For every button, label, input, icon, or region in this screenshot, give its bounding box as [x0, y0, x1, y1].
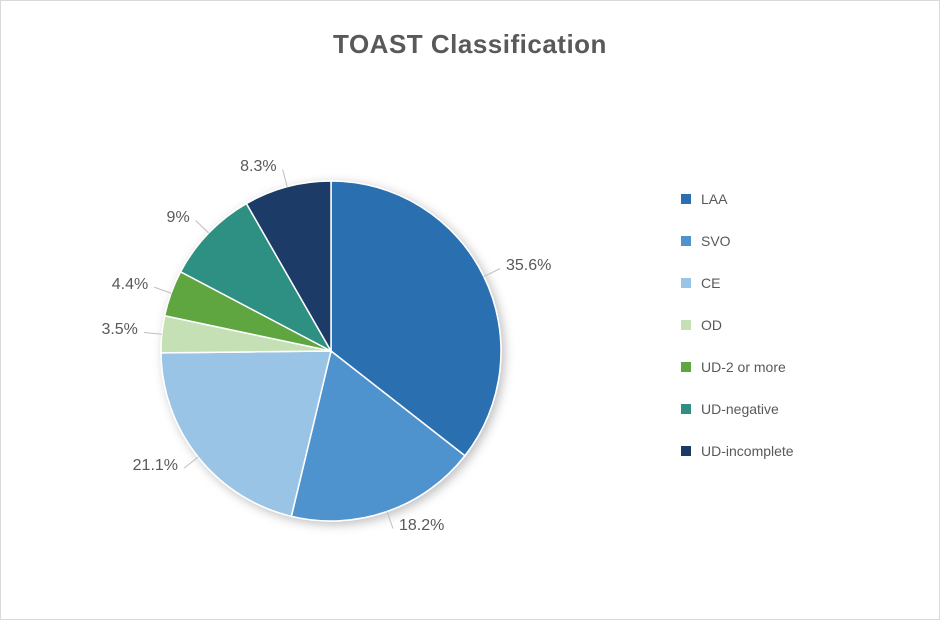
legend-label: UD-negative [701, 401, 779, 417]
legend-label: UD-incomplete [701, 443, 794, 459]
leader-line [484, 269, 500, 277]
legend-label: CE [701, 275, 720, 291]
legend-label: SVO [701, 233, 731, 249]
legend-label: UD-2 or more [701, 359, 786, 375]
legend-item: UD-incomplete [681, 443, 794, 459]
leader-line [144, 332, 162, 334]
slice-label: 9% [167, 209, 190, 227]
legend-swatch [681, 236, 691, 246]
leader-line [283, 169, 288, 186]
slice-label: 8.3% [240, 158, 276, 176]
legend-label: LAA [701, 191, 727, 207]
leader-line [387, 512, 393, 529]
legend-label: OD [701, 317, 722, 333]
slice-label: 3.5% [101, 321, 137, 339]
leader-line [196, 220, 209, 232]
legend-swatch [681, 278, 691, 288]
legend-swatch [681, 446, 691, 456]
legend-item: LAA [681, 191, 794, 207]
slice-label: 35.6% [506, 257, 551, 275]
legend-swatch [681, 404, 691, 414]
legend-swatch [681, 362, 691, 372]
leader-line [184, 457, 198, 468]
leader-line [154, 287, 171, 293]
legend-swatch [681, 194, 691, 204]
legend-item: UD-negative [681, 401, 794, 417]
legend-item: SVO [681, 233, 794, 249]
legend-item: UD-2 or more [681, 359, 794, 375]
slice-label: 21.1% [133, 457, 178, 475]
slice-label: 4.4% [112, 276, 148, 294]
legend: LAA SVO CE OD UD-2 or more UD-negative UD-inco… [681, 191, 794, 459]
slice-label: 18.2% [399, 517, 444, 535]
legend-swatch [681, 320, 691, 330]
legend-item: CE [681, 275, 794, 291]
chart-frame: { "chart": { "type": "pie", "title": "TO… [0, 0, 940, 620]
pie-chart [1, 1, 940, 621]
legend-item: OD [681, 317, 794, 333]
